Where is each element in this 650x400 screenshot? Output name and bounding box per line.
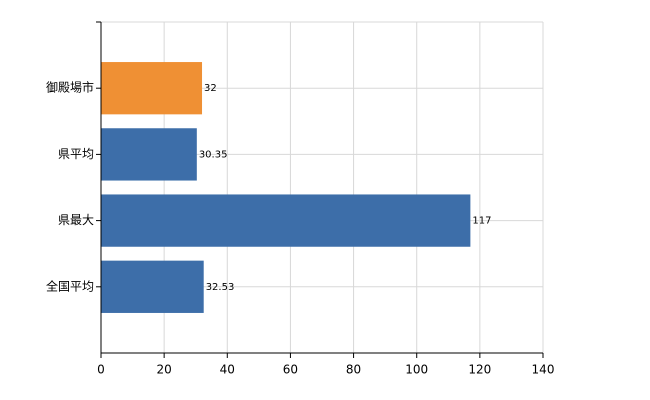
data-label: 32 <box>204 83 217 94</box>
bar <box>101 62 203 115</box>
data-label: 32.53 <box>206 282 235 293</box>
data-label: 30.35 <box>199 149 228 160</box>
bar <box>101 260 204 313</box>
x-tick-label: 100 <box>405 363 428 377</box>
x-tick-label: 80 <box>346 363 361 377</box>
x-tick-label: 0 <box>97 363 105 377</box>
x-tick-label: 140 <box>532 363 555 377</box>
x-tick-label: 20 <box>157 363 172 377</box>
y-tick-label: 御殿場市 <box>46 80 94 95</box>
x-tick-label: 60 <box>283 363 298 377</box>
y-tick-label: 全国平均 <box>46 278 94 293</box>
bar <box>101 194 471 247</box>
x-tick-label: 120 <box>468 363 491 377</box>
bar <box>101 128 197 181</box>
y-tick-label: 県最大 <box>58 213 94 227</box>
data-label: 117 <box>472 216 491 227</box>
x-tick-label: 40 <box>220 363 235 377</box>
y-tick-label: 県平均 <box>58 147 94 161</box>
